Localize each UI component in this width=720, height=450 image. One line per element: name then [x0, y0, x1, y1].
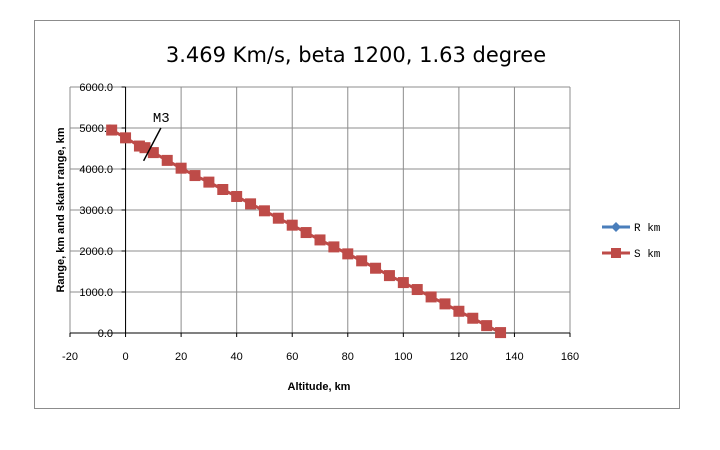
x-tick-label: 80 — [342, 351, 354, 363]
data-point — [314, 234, 326, 246]
legend-marker — [611, 222, 621, 232]
plot-series — [106, 124, 507, 339]
data-point — [203, 176, 215, 188]
chart-title: 3.469 Km/s, beta 1200, 1.63 degree — [166, 43, 546, 67]
legend: R km S km — [602, 222, 661, 261]
data-point — [258, 205, 270, 217]
legend-label: S km — [634, 249, 661, 261]
data-point — [439, 298, 451, 310]
annotation-pointer — [142, 127, 162, 162]
data-point — [217, 184, 229, 195]
y-tick-label: 3000.0 — [79, 205, 113, 217]
legend-label: R km — [634, 223, 661, 235]
data-point — [411, 284, 423, 296]
data-point — [175, 162, 187, 174]
data-point — [139, 142, 151, 154]
y-tick-label: 1000.0 — [79, 287, 113, 299]
x-tick-label: -20 — [62, 351, 78, 363]
data-point — [300, 227, 312, 239]
x-tick-label: 160 — [561, 351, 579, 363]
x-tick-label: 0 — [122, 351, 128, 363]
data-point — [397, 277, 409, 289]
data-point — [189, 170, 201, 182]
y-tick-label: 4000.0 — [79, 164, 113, 176]
y-tick-label: 5000.0 — [79, 123, 113, 135]
chart-frame — [34, 20, 680, 409]
data-point — [106, 124, 118, 136]
data-point — [467, 312, 479, 324]
x-tick-label: 100 — [394, 351, 412, 363]
data-point — [342, 248, 354, 260]
y-tick-label: 6000.0 — [79, 82, 113, 94]
annotation-label: M3 — [153, 111, 170, 127]
data-point — [495, 327, 507, 339]
y-axis-label: Range, km and skant range, km — [55, 127, 67, 292]
tick-labels: -20 0 20 40 60 80 100 120 140 160 0.0 1000.0 2000.0 3… — [62, 82, 579, 363]
data-point — [133, 140, 145, 152]
data-point — [286, 219, 298, 231]
x-axis-label: Altitude, km — [288, 381, 351, 393]
data-point — [370, 262, 382, 274]
data-point — [481, 320, 493, 332]
x-tick-label: 20 — [175, 351, 187, 363]
data-point — [231, 190, 243, 202]
annotations: M3 — [142, 111, 170, 162]
data-point — [120, 132, 132, 144]
x-tick-label: 40 — [231, 351, 243, 363]
grid-lines — [69, 86, 571, 334]
data-point — [383, 270, 395, 282]
data-point — [356, 255, 368, 267]
axes — [69, 86, 571, 337]
y-tick-label: 0.0 — [98, 328, 113, 340]
legend-marker — [611, 248, 621, 258]
data-point — [147, 147, 159, 159]
data-point — [453, 305, 465, 317]
data-point — [245, 198, 257, 210]
data-point — [425, 291, 437, 303]
data-point — [272, 212, 284, 224]
data-point — [161, 154, 173, 166]
y-tick-label: 2000.0 — [79, 246, 113, 258]
x-tick-label: 120 — [450, 351, 468, 363]
x-tick-label: 60 — [286, 351, 298, 363]
data-point — [328, 241, 340, 253]
x-tick-label: 140 — [505, 351, 523, 363]
